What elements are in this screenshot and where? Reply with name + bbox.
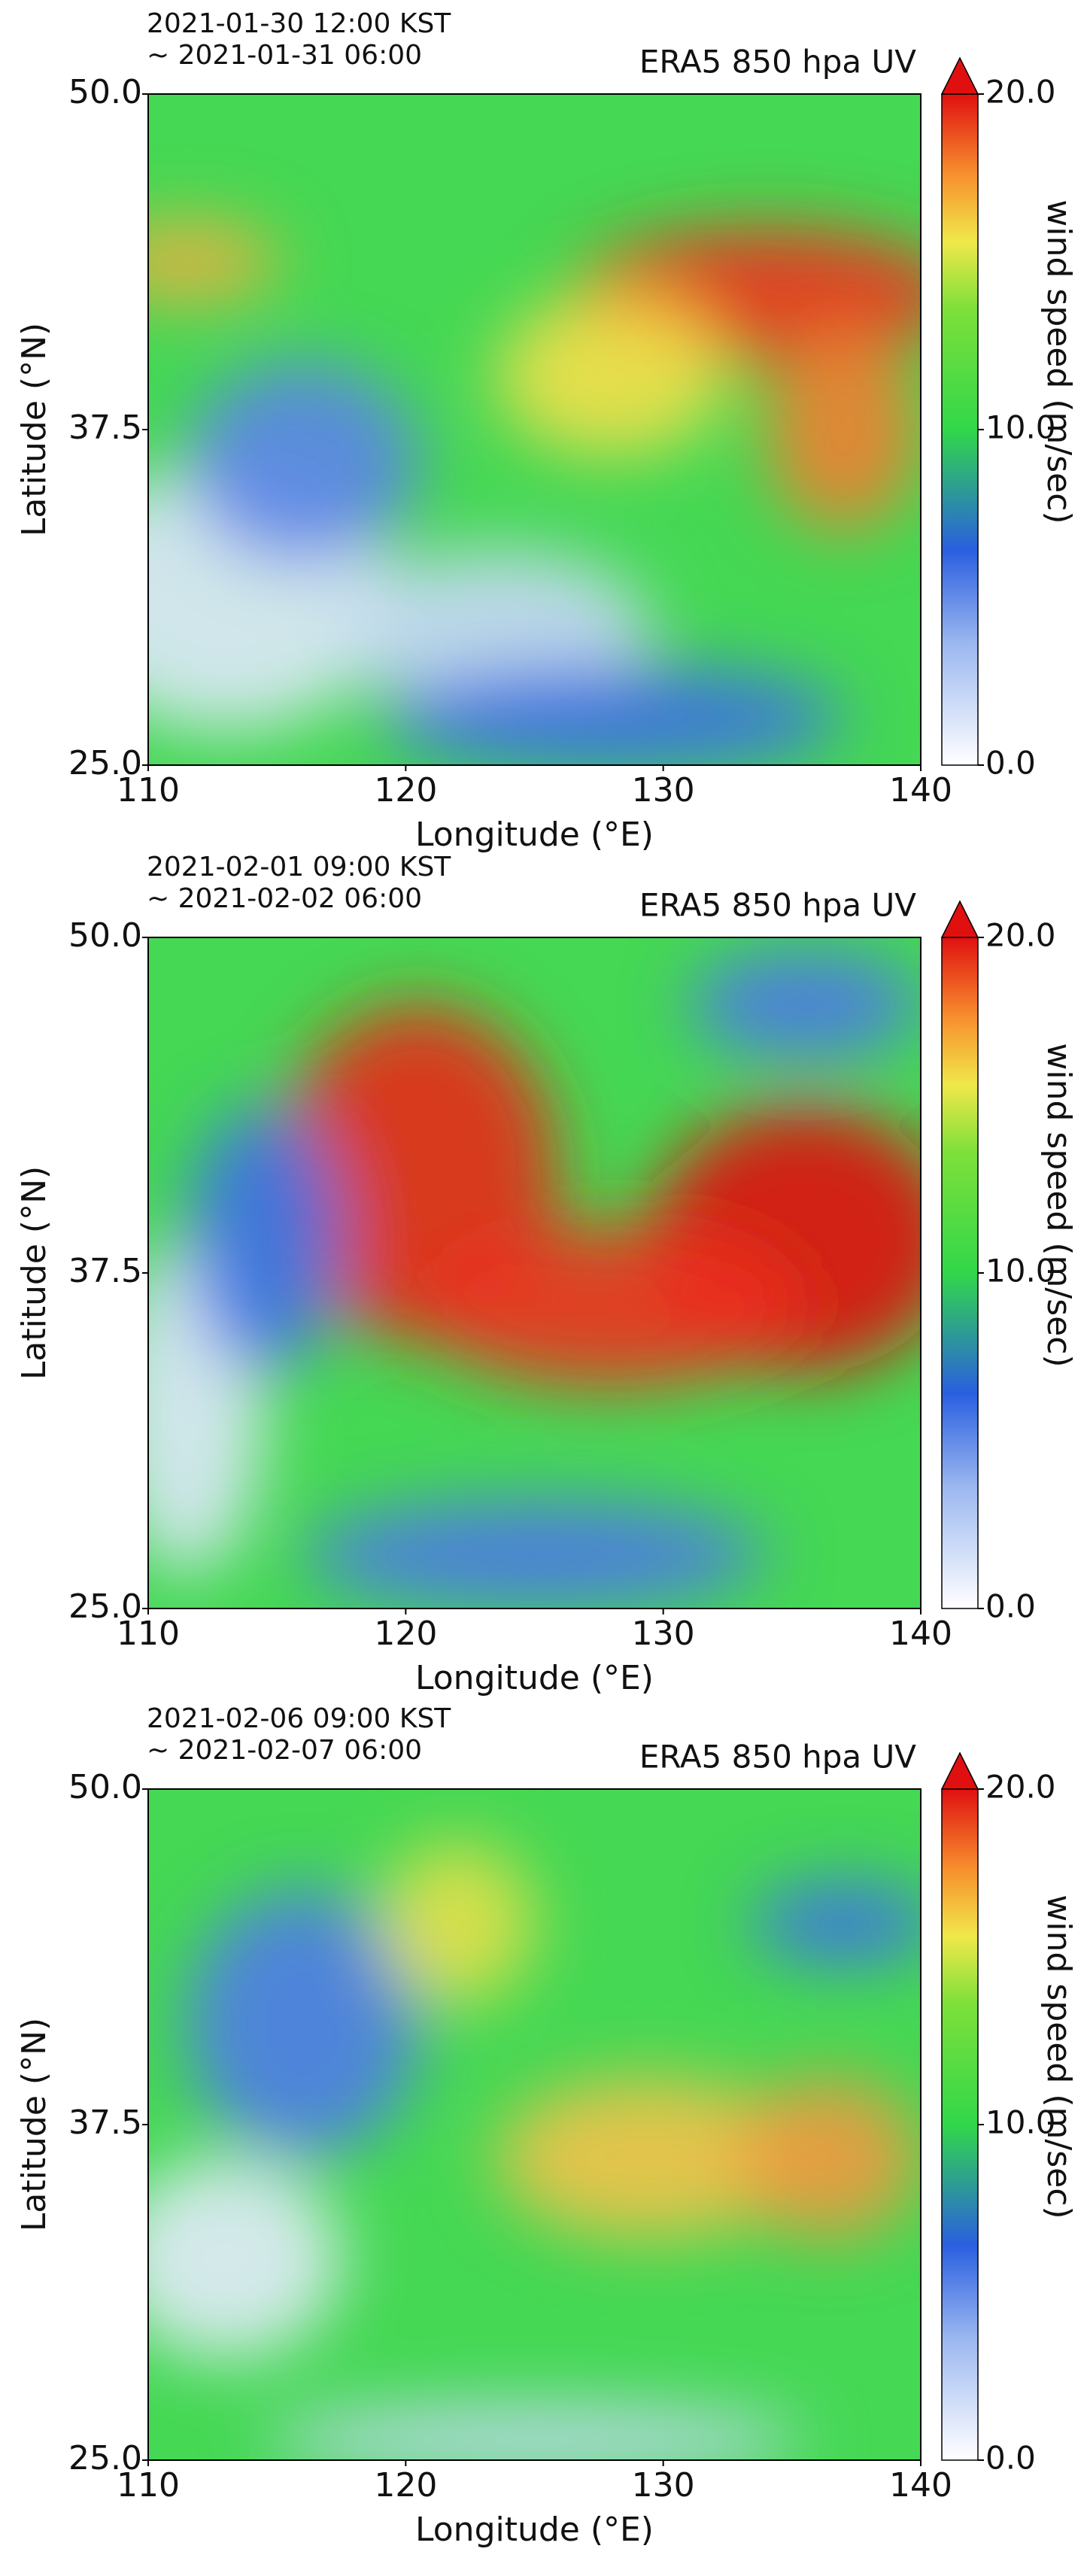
colorbar-tick-label: 10.0 [985, 409, 1056, 446]
field-blob [187, 1105, 342, 1374]
x-tick-label: 140 [889, 771, 952, 810]
colorbar-label: wind speed (m/sec) [1040, 199, 1078, 524]
y-axis-label: Latitude (°N) [15, 1166, 53, 1380]
field-blob [496, 2077, 805, 2239]
field-blob [264, 2406, 805, 2460]
colorbar-tick-label: 10.0 [985, 2104, 1056, 2141]
map-subtitle: 2021-02-06 09:00 KST [147, 1703, 451, 1734]
y-tick-label: 25.0 [68, 744, 142, 782]
field-blob [187, 1889, 419, 2158]
colorbar [941, 937, 979, 1609]
field-blob [418, 1226, 805, 1387]
colorbar-extend [940, 900, 979, 938]
colorbar-tick-label: 10.0 [985, 1253, 1056, 1290]
field-blob [380, 664, 844, 765]
colorbar-extend [940, 1751, 979, 1790]
wind-field [148, 1789, 921, 2460]
colorbar-tick-label: 0.0 [985, 745, 1036, 782]
x-axis-label: Longitude (°E) [415, 1659, 654, 1697]
y-tick-label: 37.5 [68, 2104, 142, 2142]
wind-field [148, 94, 921, 765]
field-blob [380, 1842, 535, 2004]
field-blobs [148, 950, 921, 1608]
colorbar-tick-label: 0.0 [985, 1588, 1036, 1625]
colorbar-tick-label: 20.0 [985, 917, 1056, 954]
map-subtitle: 2021-01-30 12:00 KST [147, 8, 451, 39]
colorbar-extend [940, 56, 979, 95]
y-tick-label: 25.0 [68, 2439, 142, 2477]
colorbar-tick-label: 0.0 [985, 2440, 1036, 2477]
colorbar-label: wind speed (m/sec) [1040, 1894, 1078, 2219]
field-blobs [148, 1842, 921, 2460]
map-title: ERA5 850 hpa UV [639, 887, 916, 924]
y-tick-label: 50.0 [68, 1768, 142, 1806]
map-panel: 110 120 130 140 25.0 37.5 50.0 Longitude (°E) La… [15, 1703, 1078, 2549]
x-tick-label: 130 [632, 2466, 695, 2505]
map-panel: 110 120 130 140 25.0 37.5 50.0 Longitude (°E) La… [15, 852, 1078, 1697]
x-tick-label: 120 [374, 1615, 437, 1653]
y-tick-label: 50.0 [68, 73, 142, 111]
x-tick-label: 140 [889, 1615, 952, 1653]
map-subtitle: 2021-02-01 09:00 KST [147, 852, 451, 882]
y-tick-label: 25.0 [68, 1587, 142, 1626]
y-axis-label: Latitude (°N) [15, 323, 53, 536]
y-tick-label: 37.5 [68, 409, 142, 447]
colorbar [941, 1788, 979, 2461]
x-axis-label: Longitude (°E) [415, 816, 654, 854]
y-axis-label: Latitude (°N) [15, 2018, 53, 2231]
x-axis-label: Longitude (°E) [415, 2511, 654, 2549]
x-tick-label: 130 [632, 1615, 695, 1653]
wind-field [148, 937, 921, 1608]
field-blob [688, 950, 921, 1059]
x-tick-label: 110 [117, 1615, 180, 1653]
field-blob [148, 2158, 342, 2360]
x-tick-label: 130 [632, 771, 695, 810]
x-tick-label: 110 [117, 2466, 180, 2505]
field-blob [735, 2077, 921, 2239]
y-tick-label: 50.0 [68, 916, 142, 955]
colorbar-label: wind speed (m/sec) [1040, 1043, 1078, 1367]
y-tick-label: 37.5 [68, 1252, 142, 1290]
x-tick-label: 120 [374, 771, 437, 810]
colorbar-tick-label: 20.0 [985, 74, 1056, 111]
field-blob [148, 221, 280, 302]
x-tick-label: 120 [374, 2466, 437, 2505]
x-tick-label: 110 [117, 771, 180, 810]
map-panel: 110 120 130 140 25.0 37.5 50.0 Longitude (°E) La… [15, 8, 1078, 854]
field-blob [766, 329, 921, 530]
field-blob [496, 295, 728, 457]
map-subtitle: ~ 2021-02-07 06:00 [147, 1735, 422, 1766]
colorbar-tick-label: 20.0 [985, 1769, 1056, 1806]
field-blob [751, 1882, 921, 1964]
map-subtitle: ~ 2021-01-31 06:00 [147, 40, 422, 71]
map-subtitle: ~ 2021-02-02 06:00 [147, 883, 422, 914]
map-title: ERA5 850 hpa UV [639, 1739, 916, 1776]
x-tick-label: 140 [889, 2466, 952, 2505]
colorbar [941, 93, 979, 766]
map-title: ERA5 850 hpa UV [639, 44, 916, 80]
field-blob [302, 1501, 767, 1608]
field-blob [187, 362, 419, 564]
field-blobs [148, 221, 921, 765]
